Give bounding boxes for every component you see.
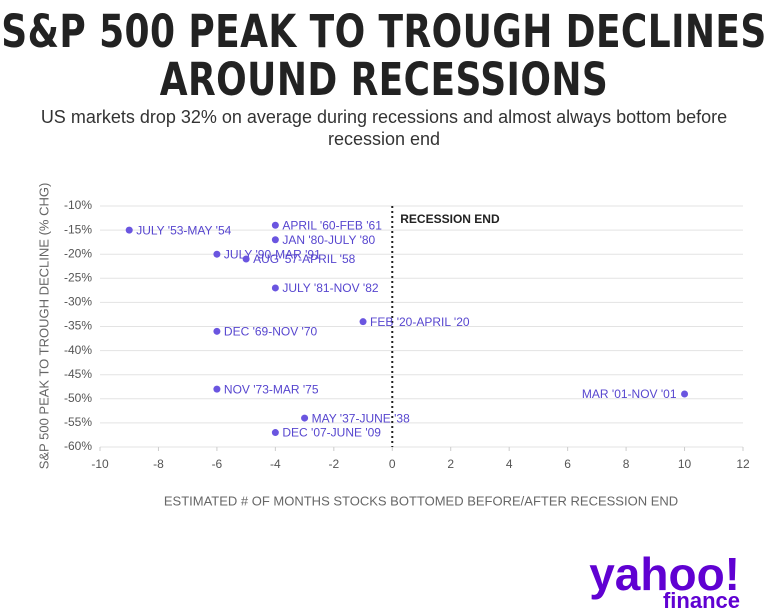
point-label: DEC '69-NOV '70 — [224, 324, 318, 338]
point — [301, 414, 309, 422]
x-tick-label: 10 — [678, 457, 692, 471]
y-tick-label: -40% — [64, 343, 92, 357]
point-label: NOV '73-MAR '75 — [224, 382, 319, 396]
y-axis-label: S&P 500 PEAK TO TROUGH DECLINE (% CHG) — [36, 183, 51, 470]
point — [213, 385, 221, 393]
y-tick-label: -55% — [64, 415, 92, 429]
y-tick-label: -30% — [64, 295, 92, 309]
point — [213, 327, 221, 335]
y-tick-label: -50% — [64, 391, 92, 405]
x-tick-label: 6 — [564, 457, 571, 471]
y-tick-label: -10% — [64, 198, 92, 212]
y-tick-label: -60% — [64, 439, 92, 453]
logo: yahoo! — [589, 548, 740, 600]
x-tick-label: 12 — [736, 457, 750, 471]
point-label: MAR '01-NOV '01 — [582, 387, 677, 401]
reference-label: RECESSION END — [400, 212, 500, 226]
point — [125, 226, 133, 234]
point — [242, 255, 250, 263]
point — [359, 318, 367, 326]
y-tick-label: -45% — [64, 367, 92, 381]
x-tick-label: -6 — [212, 457, 223, 471]
point-label: MAY '37-JUNE '38 — [312, 411, 411, 425]
x-tick-label: -8 — [153, 457, 164, 471]
point-label: JAN '80-JULY '80 — [282, 233, 375, 247]
point — [681, 390, 689, 398]
x-tick-label: -4 — [270, 457, 281, 471]
x-axis-label: ESTIMATED # OF MONTHS STOCKS BOTTOMED BE… — [164, 493, 678, 508]
point-label: APRIL '60-FEB '61 — [282, 218, 382, 232]
point-label: FEB '20-APRIL '20 — [370, 315, 470, 329]
y-tick-label: -35% — [64, 319, 92, 333]
x-tick-label: -2 — [328, 457, 339, 471]
point-label: JULY '81-NOV '82 — [282, 281, 379, 295]
chart-title: S&P 500 PEAK TO TROUGH DECLINES AROUND R… — [1, 5, 767, 106]
point-label: JULY '53-MAY '54 — [136, 223, 231, 237]
point-label: DEC '07-JUNE '09 — [282, 426, 381, 440]
logo-sub: finance — [663, 588, 740, 612]
point — [271, 221, 279, 229]
point — [213, 250, 221, 258]
x-tick-label: 8 — [623, 457, 630, 471]
x-tick-label: -10 — [91, 457, 109, 471]
chart-subtitle: US markets drop 32% on average during re… — [40, 107, 728, 149]
point — [271, 429, 279, 437]
point — [271, 284, 279, 292]
x-tick-label: 0 — [389, 457, 396, 471]
x-tick-label: 4 — [506, 457, 513, 471]
y-tick-label: -15% — [64, 222, 92, 236]
point-label: AUG '57-APRIL '58 — [253, 252, 356, 266]
point — [271, 236, 279, 244]
y-tick-label: -20% — [64, 246, 92, 260]
x-tick-label: 2 — [447, 457, 454, 471]
y-tick-label: -25% — [64, 270, 92, 284]
